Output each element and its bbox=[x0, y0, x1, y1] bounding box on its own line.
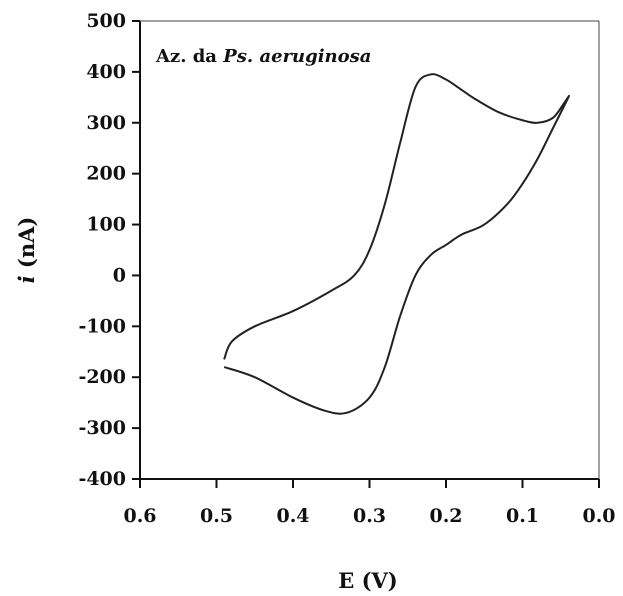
x-tick-label: 0.4 bbox=[276, 505, 309, 527]
data-series bbox=[223, 73, 570, 415]
x-tick-label: 0.6 bbox=[123, 505, 156, 527]
annotation-italic: Ps. aeruginosa bbox=[222, 46, 371, 67]
y-tick-label: 400 bbox=[86, 61, 126, 83]
y-tick-label: -300 bbox=[78, 417, 126, 439]
x-tick-label: 0.2 bbox=[429, 505, 462, 527]
y-axis-title-unit: (nA) bbox=[14, 217, 39, 276]
series-line bbox=[223, 73, 570, 415]
x-tick-label: 0.3 bbox=[353, 505, 386, 527]
y-axis-title-symbol: i bbox=[14, 275, 39, 283]
y-tick-label: -400 bbox=[78, 468, 126, 490]
y-tick-label: 100 bbox=[86, 214, 126, 236]
y-tick-label: -200 bbox=[78, 366, 126, 388]
x-tick-label: 0.0 bbox=[582, 505, 615, 527]
y-tick-label: 200 bbox=[86, 163, 126, 185]
x-tick-label: 0.5 bbox=[200, 505, 233, 527]
y-axis-title: i (nA) bbox=[14, 217, 39, 284]
axis-ticks bbox=[132, 20, 600, 488]
y-tick-label: -100 bbox=[78, 315, 126, 337]
axis-tick-labels: 500 400 300 200 100 0 -100 -200 -300 -400 0.6 0.5 0.… bbox=[78, 10, 615, 527]
x-tick-label: 0.1 bbox=[506, 505, 539, 527]
annotation-plain: Az. da bbox=[155, 46, 223, 67]
annotation-label: Az. da Ps. aeruginosa bbox=[155, 46, 371, 67]
x-axis-title: E (V) bbox=[338, 568, 397, 593]
y-tick-label: 500 bbox=[86, 10, 126, 32]
y-tick-label: 0 bbox=[113, 264, 126, 286]
y-tick-label: 300 bbox=[86, 112, 126, 134]
